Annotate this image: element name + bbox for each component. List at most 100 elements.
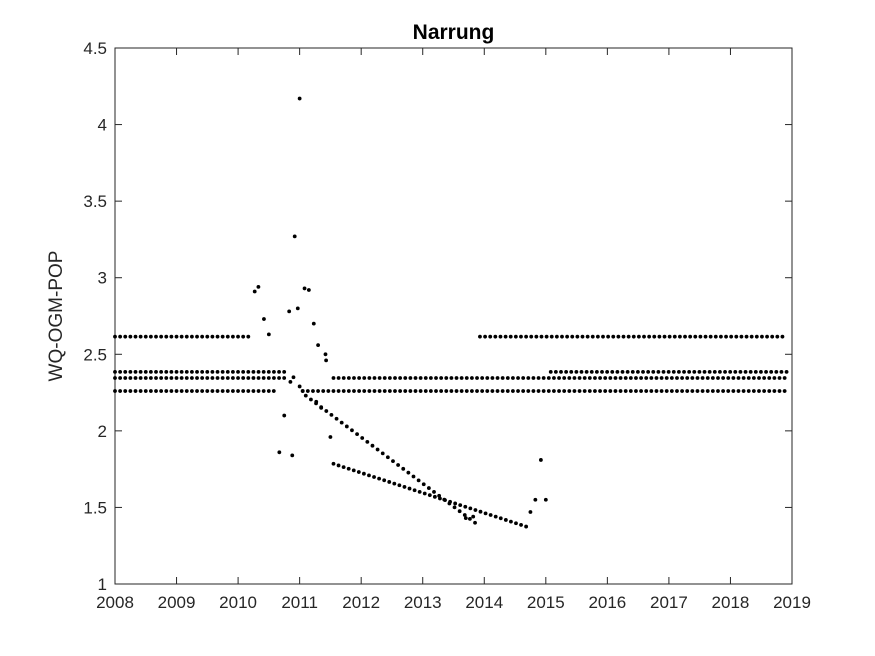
- data-point: [751, 389, 756, 393]
- data-point: [587, 376, 592, 380]
- data-point: [336, 389, 341, 393]
- data-point: [316, 389, 320, 393]
- data-point: [377, 376, 382, 380]
- data-point: [241, 370, 246, 374]
- data-point: [695, 389, 700, 393]
- data-point: [246, 334, 251, 339]
- data-point: [225, 370, 230, 374]
- data-point: [133, 370, 138, 374]
- data-point: [716, 376, 720, 380]
- x-tick-label: 2017: [650, 593, 688, 612]
- data-point: [765, 334, 769, 339]
- data-point: [549, 334, 554, 339]
- data-point: [231, 370, 235, 374]
- data-point: [784, 370, 789, 374]
- data-point: [220, 370, 225, 374]
- data-point: [408, 376, 413, 380]
- data-point: [683, 334, 687, 339]
- data-point: [291, 375, 296, 380]
- data-point: [488, 334, 493, 339]
- data-point: [143, 370, 148, 374]
- data-point: [723, 370, 727, 374]
- data-point: [685, 376, 690, 380]
- data-point: [367, 389, 372, 393]
- data-point: [452, 505, 457, 510]
- data-point: [782, 376, 787, 380]
- data-point: [495, 389, 500, 393]
- data-point: [760, 334, 764, 339]
- data-point: [179, 370, 184, 374]
- data-point: [736, 389, 741, 393]
- data-point: [205, 376, 210, 380]
- data-point: [744, 334, 749, 339]
- data-point: [642, 334, 646, 339]
- data-point: [721, 376, 726, 380]
- x-tick-label: 2010: [219, 593, 257, 612]
- data-point: [432, 490, 436, 494]
- data-point: [241, 389, 246, 393]
- data-point: [470, 376, 474, 380]
- data-point: [428, 376, 433, 380]
- data-point: [367, 473, 371, 478]
- data-point: [154, 370, 158, 374]
- data-point: [407, 486, 412, 491]
- data-point: [290, 453, 295, 458]
- data-point: [148, 370, 153, 374]
- data-point: [164, 370, 169, 374]
- data-point: [113, 370, 117, 374]
- data-point: [459, 389, 464, 393]
- x-tick-label: 2013: [404, 593, 442, 612]
- data-point: [724, 334, 728, 339]
- data-point: [664, 376, 669, 380]
- data-point: [179, 389, 184, 393]
- data-point: [392, 481, 397, 486]
- data-point: [190, 389, 194, 393]
- data-point: [630, 370, 635, 374]
- data-point: [483, 511, 488, 516]
- data-point: [572, 389, 577, 393]
- data-point: [128, 389, 133, 393]
- data-point: [539, 334, 544, 339]
- y-tick-label: 3: [98, 269, 107, 288]
- data-point: [639, 389, 643, 393]
- y-tick-label: 4: [98, 116, 107, 135]
- data-point: [123, 370, 128, 374]
- data-point: [531, 389, 536, 393]
- data-point: [236, 370, 240, 374]
- data-point: [521, 389, 526, 393]
- data-point: [277, 450, 282, 455]
- data-point: [690, 376, 695, 380]
- data-point: [341, 376, 346, 380]
- data-point: [666, 370, 671, 374]
- data-point: [526, 376, 531, 380]
- data-point: [498, 334, 503, 339]
- y-tick-label: 3.5: [83, 192, 107, 211]
- data-point: [282, 376, 287, 380]
- data-point: [184, 370, 189, 374]
- data-point: [718, 370, 722, 374]
- data-point: [548, 370, 553, 374]
- data-point: [179, 376, 184, 380]
- x-tick-label: 2008: [96, 593, 134, 612]
- data-point: [323, 352, 328, 357]
- data-point: [246, 389, 251, 393]
- data-point: [631, 334, 636, 339]
- data-point: [321, 389, 326, 393]
- data-point: [678, 334, 682, 339]
- data-point: [406, 470, 411, 475]
- data-point: [536, 376, 541, 380]
- data-point: [493, 514, 498, 519]
- data-point: [616, 334, 621, 339]
- data-point: [453, 501, 458, 506]
- data-point: [606, 334, 611, 339]
- data-point: [341, 389, 346, 393]
- data-point: [533, 497, 538, 502]
- data-point: [220, 334, 225, 339]
- data-point: [557, 389, 561, 393]
- data-point: [516, 389, 520, 393]
- data-point: [391, 459, 395, 464]
- data-point: [728, 370, 733, 374]
- data-point: [634, 389, 638, 393]
- data-point: [241, 334, 246, 339]
